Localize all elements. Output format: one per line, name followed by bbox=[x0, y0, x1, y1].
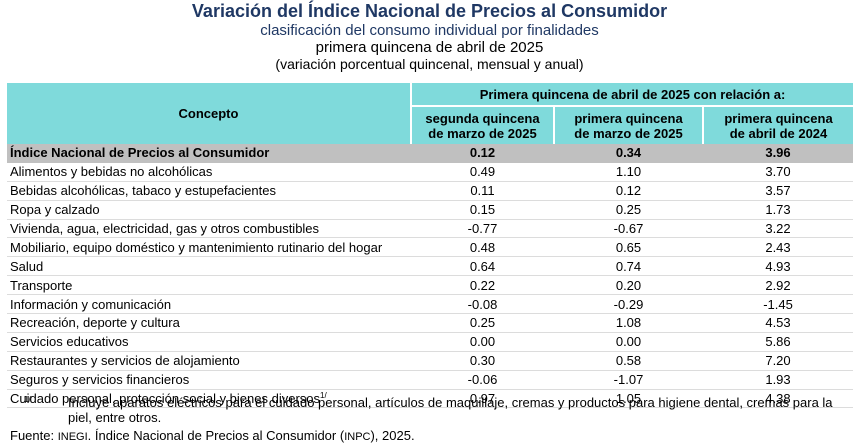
page-subtitle: clasificación del consumo individual por… bbox=[260, 22, 599, 39]
row-value-2: 1.10 bbox=[554, 162, 703, 182]
table-row: Transporte 0.22 0.20 2.92 bbox=[7, 275, 854, 296]
row-concept: Servicios educativos bbox=[7, 332, 411, 352]
row-value-2: 0.58 bbox=[554, 351, 703, 371]
row-value-3: 1.73 bbox=[703, 200, 854, 220]
row-value-2: 0.34 bbox=[554, 144, 703, 163]
source-text-mid: . Índice Nacional de Precios al Consumid… bbox=[87, 428, 345, 443]
row-value-1: 0.00 bbox=[411, 332, 554, 352]
footnote-text: Incluye aparatos eléctricos para el cuid… bbox=[68, 395, 833, 425]
source-line: Fuente: INEGI. Índice Nacional de Precio… bbox=[10, 428, 415, 445]
footnote-mark: 1/ bbox=[24, 395, 31, 404]
row-concept: Mobiliario, equipo doméstico y mantenimi… bbox=[7, 237, 411, 258]
row-concept: Transporte bbox=[7, 275, 411, 296]
row-value-2: 0.74 bbox=[554, 256, 703, 277]
row-value-1: 0.64 bbox=[411, 256, 554, 277]
col-header-2: primera quincena de marzo de 2025 bbox=[554, 106, 704, 144]
col-header-3-line2: de abril de 2024 bbox=[729, 125, 828, 141]
row-value-1: 0.12 bbox=[411, 144, 554, 163]
row-value-3: 3.96 bbox=[703, 144, 854, 163]
col-header-2-line2: de marzo de 2025 bbox=[574, 125, 683, 141]
row-value-2: 0.20 bbox=[554, 275, 703, 296]
row-concept: Salud bbox=[7, 256, 411, 277]
row-value-3: 2.92 bbox=[703, 275, 854, 296]
row-concept: Bebidas alcohólicas, tabaco y estupefaci… bbox=[7, 181, 411, 201]
table-row: Seguros y servicios financieros -0.06 -1… bbox=[7, 370, 854, 390]
table-row-total: Índice Nacional de Precios al Consumidor… bbox=[7, 144, 854, 163]
row-concept: Información y comunicación bbox=[7, 294, 411, 315]
col-header-1: segunda quincena de marzo de 2025 bbox=[411, 106, 555, 144]
row-value-1: -0.77 bbox=[411, 219, 554, 239]
table-row: Mobiliario, equipo doméstico y mantenimi… bbox=[7, 237, 854, 258]
row-value-1: 0.22 bbox=[411, 275, 554, 296]
row-value-2: -0.29 bbox=[554, 294, 703, 315]
row-concept: Restaurantes y servicios de alojamiento bbox=[7, 351, 411, 371]
table-row: Ropa y calzado 0.15 0.25 1.73 bbox=[7, 200, 854, 220]
row-concept: Ropa y calzado bbox=[7, 200, 411, 220]
row-value-2: 0.00 bbox=[554, 332, 703, 352]
col-header-2-line1: primera quincena bbox=[574, 110, 683, 126]
row-concept: Recreación, deporte y cultura bbox=[7, 313, 411, 333]
table-row: Alimentos y bebidas no alcohólicas 0.49 … bbox=[7, 162, 854, 182]
source-text-end: ), 2025. bbox=[370, 428, 415, 443]
row-value-3: 2.43 bbox=[703, 237, 854, 258]
source-label: Fuente: bbox=[10, 428, 55, 443]
table-row: Recreación, deporte y cultura 0.25 1.08 … bbox=[7, 313, 854, 333]
page-title: Variación del Índice Nacional de Precios… bbox=[191, 1, 668, 21]
row-value-2: 0.12 bbox=[554, 181, 703, 201]
row-concept: Índice Nacional de Precios al Consumidor bbox=[7, 144, 411, 163]
col-header-1-line1: segunda quincena bbox=[425, 110, 540, 126]
row-value-3: 7.20 bbox=[703, 351, 854, 371]
row-concept: Vivienda, agua, electricidad, gas y otro… bbox=[7, 219, 411, 239]
row-value-3: -1.45 bbox=[703, 294, 854, 315]
row-value-2: -1.07 bbox=[554, 370, 703, 390]
row-value-1: 0.25 bbox=[411, 313, 554, 333]
row-value-3: 3.70 bbox=[703, 162, 854, 182]
row-value-3: 1.93 bbox=[703, 370, 854, 390]
table-row: Información y comunicación -0.08 -0.29 -… bbox=[7, 294, 854, 315]
row-value-2: 0.65 bbox=[554, 237, 703, 258]
table-row: Vivienda, agua, electricidad, gas y otro… bbox=[7, 219, 854, 239]
row-value-3: 3.57 bbox=[703, 181, 854, 201]
table-row: Servicios educativos 0.00 0.00 5.86 bbox=[7, 332, 854, 352]
row-value-3: 5.86 bbox=[703, 332, 854, 352]
row-value-2: 1.05 bbox=[554, 389, 703, 409]
col-header-3: primera quincena de abril de 2024 bbox=[703, 106, 854, 144]
row-value-2: 0.25 bbox=[554, 200, 703, 220]
row-concept: Seguros y servicios financieros bbox=[7, 370, 411, 390]
table-row: Cuidado personal, protección social y bi… bbox=[7, 389, 854, 409]
row-concept-cell: Cuidado personal, protección social y bi… bbox=[7, 389, 411, 409]
units-label: (variación porcentual quincenal, mensual… bbox=[275, 56, 584, 72]
table-row: Bebidas alcohólicas, tabaco y estupefaci… bbox=[7, 181, 854, 201]
row-value-3: 4.93 bbox=[703, 256, 854, 277]
group-header: Primera quincena de abril de 2025 con re… bbox=[411, 83, 854, 107]
inpc-table: Concepto Primera quincena de abril de 20… bbox=[7, 83, 854, 409]
period-label: primera quincena de abril de 2025 bbox=[315, 39, 544, 56]
concept-header: Concepto bbox=[7, 83, 412, 144]
row-concept: Alimentos y bebidas no alcohólicas bbox=[7, 162, 411, 182]
row-value-2: 1.08 bbox=[554, 313, 703, 333]
table-row: Restaurantes y servicios de alojamiento … bbox=[7, 351, 854, 371]
col-header-1-line2: de marzo de 2025 bbox=[428, 125, 537, 141]
row-value-1: 0.97 bbox=[411, 389, 554, 409]
row-value-1: 0.11 bbox=[411, 181, 554, 201]
row-value-3: 4.38 bbox=[703, 389, 854, 409]
row-value-1: -0.08 bbox=[411, 294, 554, 315]
row-value-2: -0.67 bbox=[554, 219, 703, 239]
table-row: Salud 0.64 0.74 4.93 bbox=[7, 256, 854, 277]
footnote: 1/ Incluye aparatos eléctricos para el c… bbox=[24, 395, 854, 425]
source-org: INEGI bbox=[57, 431, 88, 443]
row-value-1: -0.06 bbox=[411, 370, 554, 390]
row-value-1: 0.15 bbox=[411, 200, 554, 220]
row-value-1: 0.30 bbox=[411, 351, 554, 371]
footnote-ref: 1/ bbox=[320, 391, 327, 401]
row-value-3: 3.22 bbox=[703, 219, 854, 239]
col-header-3-line1: primera quincena bbox=[724, 110, 833, 126]
row-value-1: 0.49 bbox=[411, 162, 554, 182]
row-value-3: 4.53 bbox=[703, 313, 854, 333]
row-concept: Cuidado personal, protección social y bi… bbox=[10, 391, 321, 407]
row-value-1: 0.48 bbox=[411, 237, 554, 258]
source-abbr: INPC bbox=[344, 431, 371, 443]
